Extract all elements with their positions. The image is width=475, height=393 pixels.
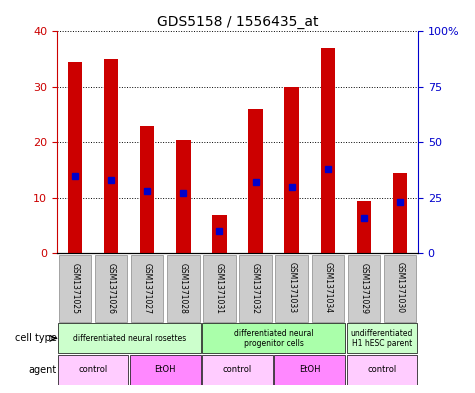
Bar xyxy=(248,109,263,253)
Text: agent: agent xyxy=(29,365,57,375)
FancyBboxPatch shape xyxy=(312,255,344,322)
FancyBboxPatch shape xyxy=(95,255,127,322)
Bar xyxy=(357,201,371,253)
Bar xyxy=(321,48,335,253)
Text: differentiated neural rosettes: differentiated neural rosettes xyxy=(73,334,186,343)
Bar xyxy=(140,126,154,253)
Text: GSM1371034: GSM1371034 xyxy=(323,263,332,314)
Text: cell type: cell type xyxy=(15,333,57,343)
Text: GSM1371028: GSM1371028 xyxy=(179,263,188,314)
Text: GSM1371029: GSM1371029 xyxy=(360,263,368,314)
Text: GSM1371033: GSM1371033 xyxy=(287,263,296,314)
FancyBboxPatch shape xyxy=(58,354,128,384)
Text: differentiated neural
progenitor cells: differentiated neural progenitor cells xyxy=(234,329,314,348)
FancyBboxPatch shape xyxy=(348,255,380,322)
FancyBboxPatch shape xyxy=(347,354,417,384)
Text: GSM1371030: GSM1371030 xyxy=(396,263,404,314)
Text: control: control xyxy=(78,365,108,374)
Text: undifferentiated
H1 hESC parent: undifferentiated H1 hESC parent xyxy=(351,329,413,348)
Text: GSM1371025: GSM1371025 xyxy=(71,263,79,314)
Text: EtOH: EtOH xyxy=(299,365,321,374)
FancyBboxPatch shape xyxy=(239,255,272,322)
Bar xyxy=(285,87,299,253)
FancyBboxPatch shape xyxy=(58,323,200,353)
FancyBboxPatch shape xyxy=(202,323,345,353)
Bar xyxy=(68,62,82,253)
FancyBboxPatch shape xyxy=(202,354,273,384)
Text: EtOH: EtOH xyxy=(154,365,176,374)
FancyBboxPatch shape xyxy=(59,255,91,322)
FancyBboxPatch shape xyxy=(384,255,416,322)
FancyBboxPatch shape xyxy=(276,255,308,322)
Title: GDS5158 / 1556435_at: GDS5158 / 1556435_at xyxy=(157,15,318,29)
Text: GSM1371026: GSM1371026 xyxy=(107,263,115,314)
Text: GSM1371031: GSM1371031 xyxy=(215,263,224,314)
FancyBboxPatch shape xyxy=(347,323,417,353)
Bar xyxy=(104,59,118,253)
Text: control: control xyxy=(367,365,397,374)
Text: GSM1371032: GSM1371032 xyxy=(251,263,260,314)
FancyBboxPatch shape xyxy=(130,354,200,384)
Bar xyxy=(176,140,190,253)
Bar xyxy=(393,173,407,253)
Text: control: control xyxy=(223,365,252,374)
FancyBboxPatch shape xyxy=(167,255,200,322)
FancyBboxPatch shape xyxy=(131,255,163,322)
Text: GSM1371027: GSM1371027 xyxy=(143,263,152,314)
Bar xyxy=(212,215,227,253)
FancyBboxPatch shape xyxy=(203,255,236,322)
FancyBboxPatch shape xyxy=(275,354,345,384)
